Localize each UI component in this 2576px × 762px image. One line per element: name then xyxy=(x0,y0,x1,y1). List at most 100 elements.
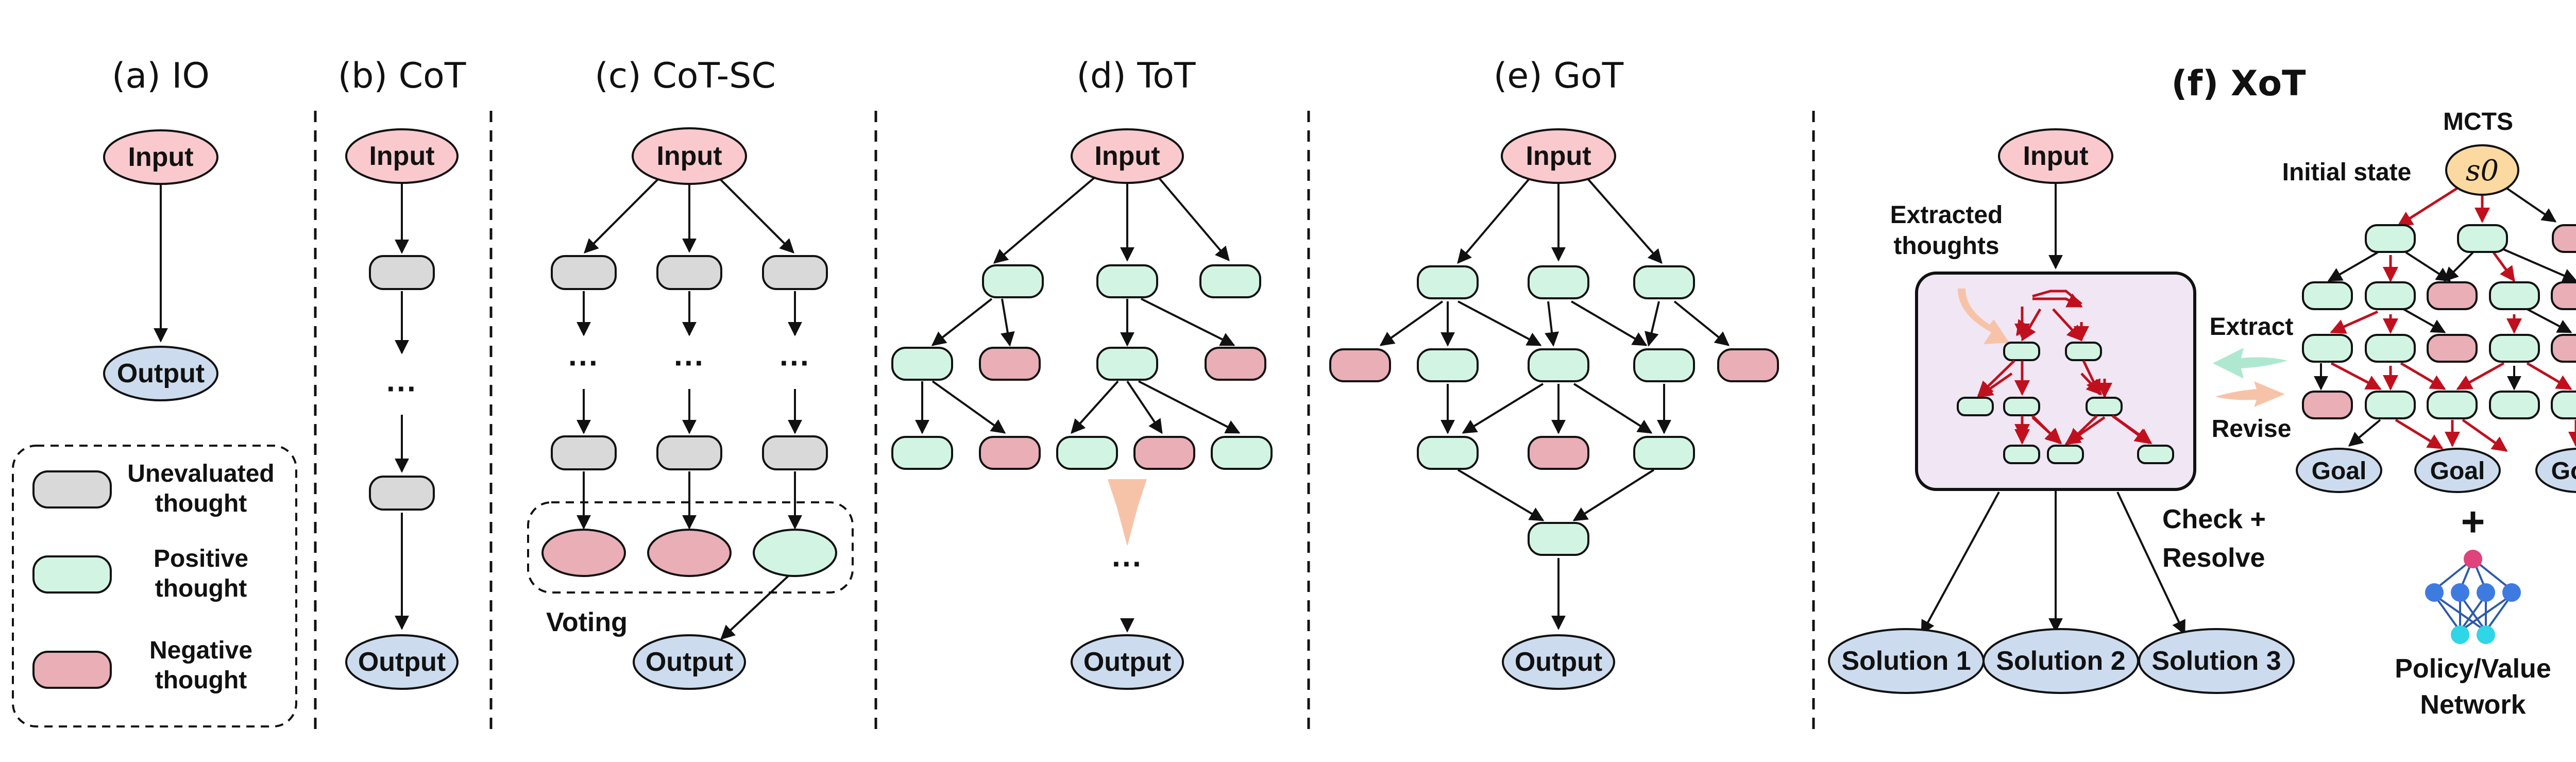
edge xyxy=(2327,251,2379,282)
input-label: Input xyxy=(656,141,722,171)
thought-node xyxy=(2477,583,2495,602)
legend-label: Unevaluated xyxy=(127,460,274,487)
edge xyxy=(1921,492,2000,635)
edge xyxy=(1573,383,1653,434)
thought-node xyxy=(2427,334,2478,363)
thought-node xyxy=(1417,348,1479,382)
edge xyxy=(2032,293,2083,308)
input-label: Input xyxy=(2023,141,2088,171)
edge xyxy=(2456,362,2505,391)
check-resolve-label: Resolve xyxy=(2162,543,2265,573)
thought-node xyxy=(2551,334,2576,363)
edge xyxy=(1071,380,1119,434)
edge xyxy=(2116,492,2185,635)
extract-label: Extract xyxy=(2210,313,2294,341)
edge xyxy=(2505,187,2557,223)
input-node xyxy=(1071,128,1184,184)
edge xyxy=(2111,414,2151,445)
goal-node xyxy=(2296,448,2382,493)
edge xyxy=(1570,300,1648,346)
input-node xyxy=(103,129,218,185)
revise-label: Revise xyxy=(2212,415,2292,443)
edge xyxy=(931,298,993,346)
edge xyxy=(2459,594,2487,632)
solution-label: Solution 1 xyxy=(1841,646,1971,676)
thought-node xyxy=(762,255,828,290)
thought-node xyxy=(2365,391,2416,419)
title-got: (e) GoT xyxy=(1494,56,1624,96)
ellipsis: ··· xyxy=(779,346,810,380)
extracted-label: Extracted xyxy=(1890,201,2003,229)
thought-node xyxy=(762,435,828,470)
legend-swatch-positive xyxy=(32,555,112,594)
thought-node xyxy=(2551,281,2576,310)
negative-answer-node xyxy=(647,529,732,577)
ellipsis: ··· xyxy=(386,371,417,406)
thought-node xyxy=(2489,281,2540,310)
goal-label: Goal xyxy=(2551,458,2576,485)
thought-node xyxy=(1528,348,1589,382)
legend-label: Positive xyxy=(154,545,248,572)
edge xyxy=(720,575,789,640)
panel-tot: Input ··· Output xyxy=(891,128,1273,690)
thought-node xyxy=(369,255,435,290)
thought-node xyxy=(2302,391,2353,419)
edge xyxy=(931,380,1006,434)
edge xyxy=(2330,362,2382,391)
legend-swatch-negative xyxy=(32,651,112,689)
thought-node xyxy=(369,476,435,511)
mcts-label: MCTS xyxy=(2443,108,2513,136)
edge xyxy=(1977,360,2015,397)
edge xyxy=(1645,301,1660,347)
edge xyxy=(2462,418,2508,452)
edge xyxy=(2052,308,2083,342)
edge xyxy=(2433,594,2461,632)
thought-node xyxy=(891,347,953,381)
thought-node xyxy=(2365,224,2416,253)
thought-node xyxy=(979,436,1041,470)
edge xyxy=(2330,310,2379,334)
thought-node xyxy=(2451,625,2469,644)
negative-answer-node xyxy=(541,529,626,577)
edge xyxy=(2485,594,2513,632)
output-node xyxy=(633,634,746,690)
thought-node xyxy=(1056,436,1118,470)
mcts-tree: s0 Goal Goal Goal xyxy=(2296,144,2576,493)
initial-state-node xyxy=(2445,144,2519,196)
legend-label: thought xyxy=(155,490,247,517)
edge xyxy=(2032,290,2082,305)
check-resolve-label: Check + xyxy=(2162,504,2266,534)
positive-answer-node xyxy=(753,529,837,577)
thought-node xyxy=(2137,445,2174,464)
solution-label: Solution 2 xyxy=(1996,646,2125,676)
goal-node xyxy=(2414,448,2501,493)
thought-node xyxy=(551,435,617,470)
extracted-arrow xyxy=(1958,289,2009,344)
ellipsis: ··· xyxy=(568,346,599,380)
thought-node xyxy=(1329,348,1391,382)
output-label: Output xyxy=(1083,647,1171,677)
thought-node xyxy=(2502,583,2521,602)
thought-node xyxy=(2003,342,2040,361)
output-label: Output xyxy=(117,359,205,388)
thought-node xyxy=(2047,445,2084,464)
edge xyxy=(1457,469,1545,521)
panel-xot: Input Extracted thoughts Check + Resolve… xyxy=(1828,108,2576,720)
output-label: Output xyxy=(358,647,446,677)
edge xyxy=(1673,300,1730,346)
output-node xyxy=(1502,634,1615,690)
thought-node xyxy=(1633,265,1695,299)
output-label: Output xyxy=(1515,647,1602,677)
input-label: Input xyxy=(369,141,434,171)
thought-node xyxy=(2552,224,2576,253)
thought-node xyxy=(1096,264,1158,298)
output-label: Output xyxy=(646,647,733,677)
thought-node xyxy=(1528,436,1589,470)
goal-label: Goal xyxy=(2312,458,2367,485)
edge xyxy=(2031,415,2061,445)
edge xyxy=(1545,301,1559,347)
edge xyxy=(1572,469,1655,521)
s0-label: s0 xyxy=(2466,154,2499,188)
edge xyxy=(1001,298,1015,347)
edge xyxy=(2348,419,2381,447)
